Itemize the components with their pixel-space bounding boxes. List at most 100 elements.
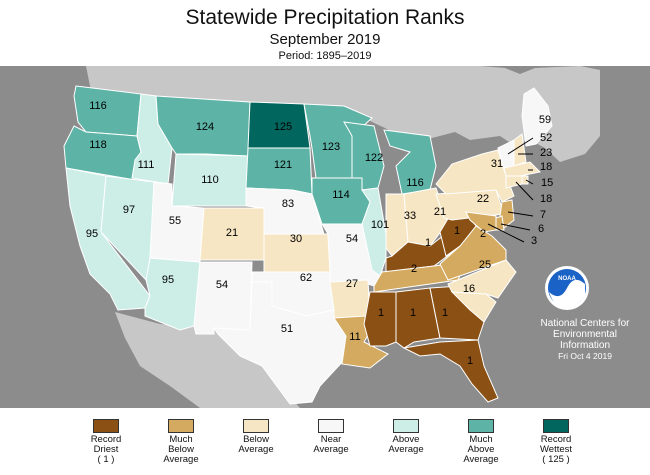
state-oh xyxy=(403,187,449,247)
legend-label: Near Average xyxy=(313,434,349,455)
rank-label-mo: 54 xyxy=(346,233,358,245)
rank-label-va: 2 xyxy=(480,228,486,240)
ncei-credit: National Centers for Environmental Infor… xyxy=(520,318,650,362)
state-ma xyxy=(503,161,542,177)
rank-label-ri: 15 xyxy=(541,177,553,189)
rank-label-md: 3 xyxy=(531,235,537,247)
rank-label-ia: 114 xyxy=(332,189,350,201)
legend-swatch xyxy=(393,419,419,433)
map-period: Period: 1895–2019 xyxy=(278,50,372,62)
leader-line-md xyxy=(487,223,525,243)
legend: Record Driest ( 1 ) Much Below Average B… xyxy=(0,410,650,475)
rank-label-nh: 23 xyxy=(540,147,552,159)
state-nh xyxy=(513,133,527,167)
rank-label-oh: 21 xyxy=(434,206,446,218)
state-ri xyxy=(521,175,529,185)
legend-item-above: Above Average xyxy=(368,419,444,455)
precipitation-rank-map: 1161189511197951241105521541251218330625… xyxy=(0,66,650,408)
noaa-logo-text: NOAA xyxy=(558,276,576,282)
rank-label-sd: 121 xyxy=(274,159,292,171)
rank-label-nd: 125 xyxy=(274,121,292,133)
leader-line-ri xyxy=(525,179,534,185)
rank-label-ga: 1 xyxy=(442,307,448,319)
rank-label-wv: 1 xyxy=(454,225,460,237)
state-ct xyxy=(505,175,523,189)
rank-label-de: 6 xyxy=(538,223,544,235)
rank-label-tx: 51 xyxy=(281,323,293,335)
legend-swatch xyxy=(318,419,344,433)
rank-label-ky: 1 xyxy=(425,237,431,249)
rank-label-ny: 31 xyxy=(491,158,503,170)
mexico-landmass xyxy=(115,312,300,408)
canada-landmass xyxy=(86,66,600,162)
rank-label-ar: 27 xyxy=(346,278,358,290)
rank-label-vt: 52 xyxy=(540,132,552,144)
rank-label-tn: 2 xyxy=(411,263,417,275)
rank-label-wi: 122 xyxy=(365,152,383,164)
map-title: Statewide Precipitation Ranks xyxy=(185,6,465,29)
credit-line-1: National Centers for xyxy=(540,318,630,329)
legend-item-much-above: Much Above Average xyxy=(443,419,519,465)
map-header: Statewide Precipitation Ranks September … xyxy=(0,0,650,66)
state-wa xyxy=(73,85,142,137)
rank-labels: 1161189511197951241105521541251218330625… xyxy=(86,100,553,367)
legend-swatch xyxy=(543,419,569,433)
leader-line-de xyxy=(500,223,531,231)
rank-label-la: 11 xyxy=(349,331,360,343)
rank-label-sc: 16 xyxy=(463,283,475,295)
legend-item-near: Near Average xyxy=(293,419,369,455)
legend-swatch xyxy=(93,419,119,433)
legend-item-record-wettest: Record Wettest ( 125 ) xyxy=(518,419,594,465)
state-nj xyxy=(499,199,515,229)
legend-swatch xyxy=(243,419,269,433)
rank-label-ne: 83 xyxy=(282,198,294,210)
rank-label-wy: 110 xyxy=(201,174,219,186)
legend-label: Record Wettest ( 125 ) xyxy=(539,434,573,465)
rank-label-az: 95 xyxy=(162,274,174,286)
legend-label: Above Average xyxy=(388,434,424,455)
legend-item-much-below: Much Below Average xyxy=(143,419,219,465)
rank-label-mt: 124 xyxy=(196,121,214,133)
rank-label-me: 59 xyxy=(539,114,551,126)
rank-label-nv: 97 xyxy=(123,204,135,216)
rank-label-mi: 116 xyxy=(406,177,424,189)
state-md xyxy=(465,211,497,233)
rank-label-in: 33 xyxy=(404,210,416,222)
rank-label-ut: 55 xyxy=(169,215,181,227)
legend-item-below: Below Average xyxy=(218,419,294,455)
state-az xyxy=(144,257,201,331)
noaa-logo-icon: NOAA xyxy=(545,266,589,310)
rank-label-ma: 18 xyxy=(540,161,552,173)
state-fl xyxy=(402,339,499,403)
rank-label-ct: 18 xyxy=(540,193,552,205)
rank-label-wa: 116 xyxy=(89,100,107,112)
rank-label-il: 101 xyxy=(371,219,389,231)
state-ms xyxy=(363,291,397,347)
credit-line-2: Environmental xyxy=(553,329,617,340)
rank-label-nj: 7 xyxy=(540,209,546,221)
rank-label-ok: 62 xyxy=(300,272,312,284)
legend-item-record-driest: Record Driest ( 1 ) xyxy=(68,419,144,465)
credit-date: Fri Oct 4 2019 xyxy=(558,351,612,361)
leader-line-nj xyxy=(507,211,534,217)
rank-label-co: 21 xyxy=(226,227,238,239)
rank-label-pa: 22 xyxy=(477,193,489,205)
state-de xyxy=(495,215,505,231)
rank-label-ks: 30 xyxy=(290,233,302,245)
credit-line-3: Information xyxy=(559,340,611,351)
leader-line-ct xyxy=(515,181,534,201)
legend-label: Record Driest ( 1 ) xyxy=(90,434,122,465)
rank-label-nc: 25 xyxy=(479,259,491,271)
leader-line-vt xyxy=(507,137,534,155)
legend-label: Below Average xyxy=(238,434,274,455)
rank-label-fl: 1 xyxy=(467,355,473,367)
rank-label-or: 118 xyxy=(89,139,107,151)
rank-label-nm: 54 xyxy=(216,279,228,291)
legend-label: Much Above Average xyxy=(463,434,499,465)
legend-swatch xyxy=(168,419,194,433)
legend-label: Much Below Average xyxy=(163,434,199,465)
rank-label-al: 1 xyxy=(410,307,416,319)
state-sd xyxy=(245,147,313,195)
rank-label-ca: 95 xyxy=(86,228,98,240)
rank-label-id: 111 xyxy=(138,159,155,171)
